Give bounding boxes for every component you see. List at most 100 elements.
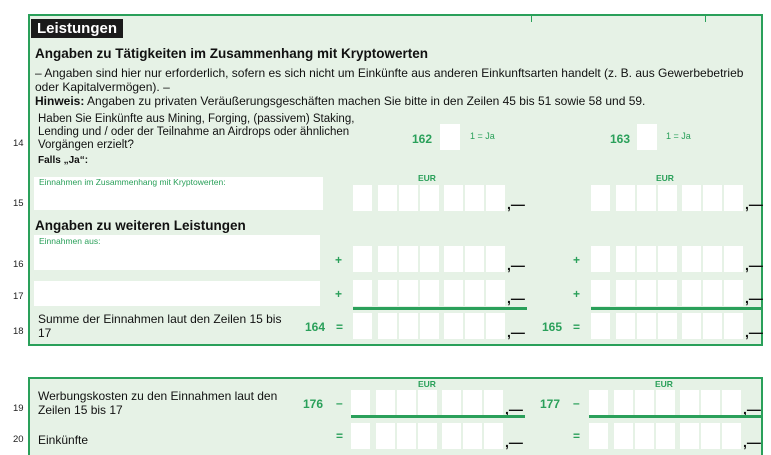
digit-cell[interactable] [637,313,656,339]
digit-cell[interactable] [463,390,482,416]
digit-cell[interactable] [616,246,635,272]
digit-cell[interactable] [614,423,633,449]
digit-cell[interactable] [722,390,741,416]
digit-cell[interactable] [397,423,416,449]
operator-equals: = [336,429,344,443]
digit-cell[interactable] [591,280,610,306]
digit-cell[interactable] [418,423,437,449]
digit-cell[interactable] [635,390,654,416]
digit-cell[interactable] [724,185,743,211]
digit-cell[interactable] [658,280,677,306]
digit-cell[interactable] [465,280,484,306]
digit-cell[interactable] [465,246,484,272]
digit-cell[interactable] [442,423,461,449]
digit-cell[interactable] [399,313,418,339]
digit-cell[interactable] [418,390,437,416]
digit-cell[interactable] [442,390,461,416]
digit-cell[interactable] [486,246,505,272]
digit-cell[interactable] [353,185,372,211]
digit-cell[interactable] [420,280,439,306]
digit-cell[interactable] [378,280,397,306]
yes-checkbox-b[interactable] [637,124,657,150]
digit-cell[interactable] [703,280,722,306]
digit-cell[interactable] [701,390,720,416]
income-source-field-16[interactable] [34,235,320,270]
yes-checkbox-a[interactable] [440,124,460,150]
operator-equals: = [336,320,344,334]
digit-cell[interactable] [703,185,722,211]
digit-cell[interactable] [376,390,395,416]
digit-cell[interactable] [637,185,656,211]
digit-cell[interactable] [682,185,701,211]
digit-cell[interactable] [465,313,484,339]
line-number: 15 [13,198,24,209]
digit-cell[interactable] [616,185,635,211]
subtract-rule [589,415,761,418]
digit-cell[interactable] [444,313,463,339]
digit-cell[interactable] [399,280,418,306]
digit-cell[interactable] [378,313,397,339]
digit-cell[interactable] [444,246,463,272]
digit-cell[interactable] [656,390,675,416]
digit-cell[interactable] [614,390,633,416]
digit-cell[interactable] [724,246,743,272]
digit-cell[interactable] [680,423,699,449]
digit-cell[interactable] [682,313,701,339]
digit-cell[interactable] [399,246,418,272]
digit-cell[interactable] [463,423,482,449]
digit-cell[interactable] [484,423,503,449]
digit-cell[interactable] [444,185,463,211]
digit-cell[interactable] [724,280,743,306]
digit-cell[interactable] [658,185,677,211]
digit-cell[interactable] [420,246,439,272]
digit-cell[interactable] [637,280,656,306]
digit-cell[interactable] [376,423,395,449]
digit-cell[interactable] [656,423,675,449]
digit-cell[interactable] [378,246,397,272]
amount-cells-row20 [0,423,771,449]
digit-cell[interactable] [680,390,699,416]
digit-cell[interactable] [420,313,439,339]
digit-cell[interactable] [353,280,372,306]
cents-suffix: ,— [743,434,761,450]
digit-cell[interactable] [658,246,677,272]
digit-cell[interactable] [682,246,701,272]
digit-cell[interactable] [444,280,463,306]
digit-cell[interactable] [351,390,370,416]
field-code: 163 [610,132,631,146]
digit-cell[interactable] [353,313,372,339]
crypto-intro: – Angaben sind hier nur erforderlich, so… [35,66,744,94]
digit-cell[interactable] [378,185,397,211]
digit-cell[interactable] [616,280,635,306]
digit-cell[interactable] [703,313,722,339]
digit-cell[interactable] [722,423,741,449]
digit-cell[interactable] [703,246,722,272]
digit-cell[interactable] [616,313,635,339]
digit-cell[interactable] [397,390,416,416]
digit-cell[interactable] [486,185,505,211]
digit-cell[interactable] [486,280,505,306]
digit-cell[interactable] [591,246,610,272]
digit-cell[interactable] [353,246,372,272]
field-code: 164 [305,320,326,334]
digit-cell[interactable] [465,185,484,211]
sum-rule [353,307,527,310]
digit-cell[interactable] [486,313,505,339]
line-number: 19 [13,403,24,414]
digit-cell[interactable] [351,423,370,449]
digit-cell[interactable] [658,313,677,339]
digit-cell[interactable] [589,423,608,449]
digit-cell[interactable] [701,423,720,449]
income-source-field-17[interactable] [34,281,320,306]
digit-cell[interactable] [484,390,503,416]
digit-cell[interactable] [637,246,656,272]
digit-cell[interactable] [591,185,610,211]
digit-cell[interactable] [591,313,610,339]
digit-cell[interactable] [682,280,701,306]
digit-cell[interactable] [635,423,654,449]
digit-cell[interactable] [724,313,743,339]
digit-cell[interactable] [399,185,418,211]
digit-cell[interactable] [420,185,439,211]
digit-cell[interactable] [589,390,608,416]
crypto-income-text-field[interactable] [34,177,323,210]
